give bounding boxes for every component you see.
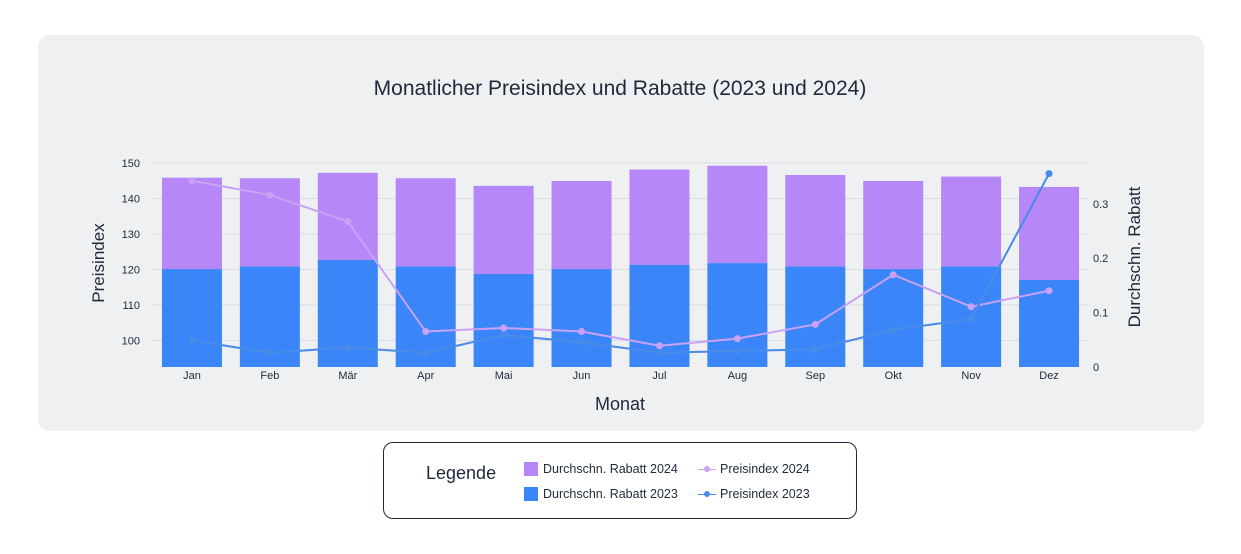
point-preisindex-2024 — [422, 328, 430, 336]
point-preisindex-2023 — [1045, 170, 1053, 178]
point-preisindex-2024 — [188, 177, 196, 185]
x-tick-label: Jan — [183, 370, 201, 382]
legend-item-rabatt-2024: Durchschn. Rabatt 2024 — [524, 462, 678, 476]
point-preisindex-2023 — [578, 338, 586, 346]
bar-rabatt-2024 — [317, 172, 378, 260]
point-preisindex-2024 — [655, 342, 663, 350]
legend: Legende Durchschn. Rabatt 2024 Preisinde… — [383, 442, 857, 519]
axis-layer: 100 110 120 130 140 150 0 0.1 0.2 0.3 Jan Feb Mär Apr… — [122, 158, 1109, 382]
x-tick-label: Mai — [495, 370, 513, 382]
bar-rabatt-2024 — [473, 185, 534, 274]
chart-title: Monatlicher Preisindex und Rabatte (2023… — [374, 77, 867, 100]
x-tick-label: Jun — [573, 370, 591, 382]
legend-label: Preisindex 2023 — [720, 487, 810, 501]
point-preisindex-2023 — [889, 326, 897, 334]
legend-line-preis-2024 — [698, 462, 716, 476]
bars-layer — [161, 165, 1080, 367]
legend-line-preis-2023 — [698, 487, 716, 501]
x-tick-label: Apr — [417, 370, 434, 382]
x-tick-label: Nov — [961, 370, 981, 382]
y2-tick-label: 0 — [1093, 362, 1099, 374]
x-tick-label: Jul — [652, 370, 666, 382]
bar-rabatt-2023 — [161, 269, 222, 367]
point-preisindex-2024 — [811, 320, 819, 328]
point-preisindex-2024 — [266, 191, 274, 199]
point-preisindex-2024 — [578, 328, 586, 336]
point-preisindex-2024 — [344, 218, 352, 226]
grid-layer — [153, 162, 1088, 341]
bar-rabatt-2024 — [551, 180, 612, 270]
bar-rabatt-2024 — [161, 177, 222, 270]
point-preisindex-2023 — [500, 331, 508, 339]
bar-rabatt-2024 — [1019, 186, 1080, 280]
legend-item-preis-2023: Preisindex 2023 — [698, 487, 810, 501]
x-tick-label: Okt — [885, 370, 902, 382]
y-tick-label: 150 — [122, 158, 140, 170]
point-preisindex-2024 — [500, 324, 508, 332]
y-tick-label: 130 — [122, 229, 140, 241]
x-tick-label: Mär — [338, 370, 357, 382]
lines-layer — [188, 170, 1053, 357]
x-axis-title: Monat — [595, 394, 645, 414]
legend-label: Durchschn. Rabatt 2023 — [543, 487, 678, 501]
bar-rabatt-2024 — [863, 180, 924, 270]
bar-rabatt-2024 — [707, 165, 768, 264]
point-preisindex-2023 — [655, 349, 663, 357]
point-preisindex-2024 — [1045, 287, 1053, 295]
legend-item-rabatt-2023: Durchschn. Rabatt 2023 — [524, 487, 678, 501]
y-tick-label: 120 — [122, 264, 140, 276]
y-axis-title: Preisindex — [89, 223, 108, 303]
legend-title: Legende — [426, 463, 497, 483]
y-tick-label: 110 — [122, 300, 140, 312]
bar-rabatt-2024 — [785, 174, 846, 267]
point-preisindex-2023 — [188, 336, 196, 344]
bar-rabatt-2024 — [629, 169, 690, 265]
line-preisindex-2024 — [191, 179, 1050, 347]
point-preisindex-2023 — [733, 347, 741, 355]
bar-rabatt-2024 — [395, 178, 456, 267]
bar-rabatt-2023 — [551, 269, 612, 367]
y2-axis-title: Durchschn. Rabatt — [1125, 186, 1144, 327]
y2-tick-label: 0.2 — [1093, 253, 1108, 265]
point-preisindex-2024 — [889, 271, 897, 279]
bar-rabatt-2023 — [473, 273, 534, 367]
point-preisindex-2023 — [266, 349, 274, 357]
y2-tick-label: 0.1 — [1093, 308, 1108, 320]
x-tick-label: Sep — [806, 370, 826, 382]
y2-tick-label: 0.3 — [1093, 199, 1108, 211]
point-preisindex-2024 — [967, 303, 975, 311]
y-tick-label: 100 — [122, 335, 140, 347]
legend-label: Durchschn. Rabatt 2024 — [543, 462, 678, 476]
legend-swatch-rabatt-2023 — [524, 487, 538, 501]
line-preisindex-2023 — [191, 173, 1050, 354]
x-tick-label: Feb — [260, 370, 279, 382]
point-preisindex-2023 — [422, 349, 430, 357]
point-preisindex-2023 — [344, 343, 352, 351]
legend-label: Preisindex 2024 — [720, 462, 810, 476]
y-tick-label: 140 — [122, 193, 140, 205]
point-preisindex-2023 — [811, 345, 819, 353]
bar-rabatt-2023 — [863, 269, 924, 367]
legend-item-preis-2024: Preisindex 2024 — [698, 462, 810, 476]
legend-swatch-rabatt-2024 — [524, 462, 538, 476]
chart-panel: Monatlicher Preisindex und Rabatte (2023… — [38, 35, 1204, 431]
bar-rabatt-2024 — [941, 176, 1002, 267]
point-preisindex-2024 — [733, 335, 741, 343]
chart-canvas: Monatlicher Preisindex und Rabatte (2023… — [89, 77, 1144, 414]
point-preisindex-2023 — [967, 315, 975, 323]
x-tick-label: Dez — [1039, 370, 1059, 382]
x-tick-label: Aug — [728, 370, 748, 382]
